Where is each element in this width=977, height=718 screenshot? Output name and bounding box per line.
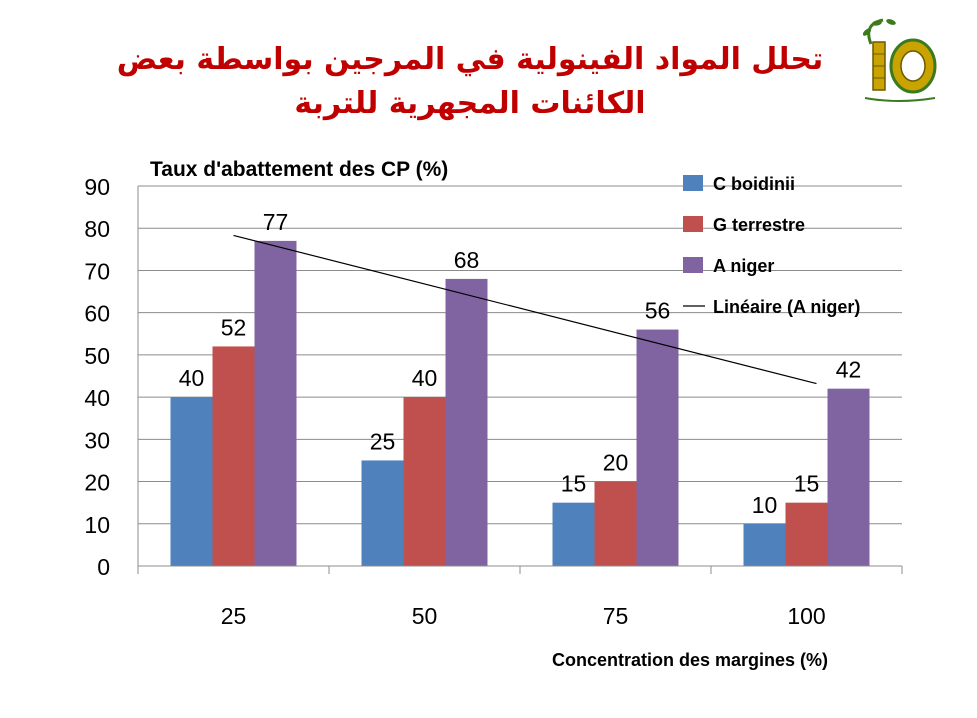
y-tick-label: 30 [84,427,110,453]
institute-logo [862,18,937,102]
data-label: 77 [263,209,289,235]
bars [170,240,870,566]
y-tick-label: 70 [84,258,110,284]
legend: C boidinii G terrestre A niger Linéaire (A … [683,174,860,317]
legend-swatch [683,216,703,232]
data-label: 52 [221,314,247,340]
bar [552,502,595,566]
y-tick-label: 90 [84,174,110,200]
bar [403,397,446,566]
data-label: 40 [179,365,205,391]
legend-label: G terrestre [713,215,805,235]
y-axis-title: Taux d'abattement des CP (%) [150,158,449,181]
y-tick-label: 50 [84,343,110,369]
x-axis-title: Concentration des margines (%) [552,650,829,670]
bar [445,278,488,566]
data-label: 56 [645,298,671,324]
bar [636,329,679,566]
data-label: 15 [561,471,587,497]
bar [212,346,255,566]
legend-swatch [683,175,703,191]
data-label: 68 [454,247,480,273]
data-labels: 40 52 77 25 40 68 15 20 56 10 15 42 [179,209,862,518]
data-label: 10 [752,492,778,518]
y-axis-ticks: 0 10 20 30 40 50 60 70 80 90 [84,174,110,580]
bar [254,240,297,566]
y-tick-label: 60 [84,301,110,327]
bar [594,481,637,566]
data-label: 20 [603,450,629,476]
x-axis-ticks: 25 50 75 100 [221,603,826,629]
data-label: 40 [412,365,438,391]
legend-label: C boidinii [713,174,795,194]
bar [785,502,828,566]
y-tick-label: 10 [84,512,110,538]
bar [361,460,404,566]
x-tick-label: 100 [787,603,825,629]
y-tick-label: 40 [84,385,110,411]
axes [137,186,903,574]
slide-title: تحلل المواد الفينولية في المرجين بواسطة … [116,42,824,121]
bar [170,397,213,566]
bar [743,523,786,566]
bar [827,388,870,566]
x-tick-label: 25 [221,603,247,629]
data-label: 15 [794,471,820,497]
y-tick-label: 0 [97,554,110,580]
y-tick-label: 80 [84,216,110,242]
y-tick-label: 20 [84,470,110,496]
legend-label: Linéaire (A niger) [713,297,860,317]
legend-swatch [683,257,703,273]
data-label: 42 [836,357,862,383]
legend-label: A niger [713,256,774,276]
data-label: 25 [370,428,396,454]
trendline-layer [233,234,817,385]
trendline [233,234,817,385]
x-tick-label: 50 [412,603,438,629]
x-tick-label: 75 [603,603,629,629]
